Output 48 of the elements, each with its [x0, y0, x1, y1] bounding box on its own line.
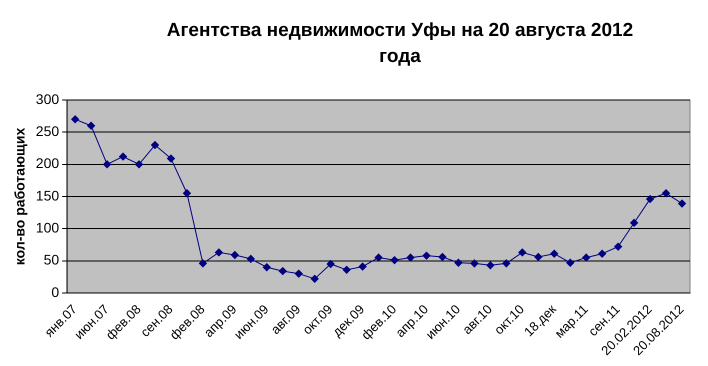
point: [310, 274, 319, 283]
point: [438, 252, 446, 261]
point: [598, 250, 606, 258]
point: [470, 259, 478, 268]
point: [534, 252, 542, 261]
y-axis-title: кол-во работающих: [11, 128, 28, 266]
point: [550, 250, 558, 258]
chart-title: Агентства недвижимости Уфы на 20 августа 2012 года: [166, 19, 634, 69]
point: [502, 259, 510, 268]
point: [262, 263, 271, 272]
point: [486, 261, 494, 270]
point: [614, 242, 622, 251]
point: [518, 248, 526, 256]
point: [390, 256, 399, 264]
point: [294, 270, 303, 278]
point: [326, 260, 335, 268]
y-tick-label: 0: [51, 284, 60, 300]
point: [230, 251, 239, 260]
point: [278, 267, 287, 276]
point: [103, 160, 112, 168]
y-tick-label: 50: [44, 252, 60, 268]
point: [150, 141, 159, 150]
y-tick-label: 250: [36, 123, 60, 140]
point: [358, 262, 367, 271]
y-tick-label: 150: [36, 187, 60, 204]
y-tick-label: 100: [36, 220, 60, 236]
point: [198, 259, 207, 268]
point: [646, 195, 654, 204]
point: [135, 160, 144, 168]
point: [214, 248, 223, 256]
point: [678, 200, 686, 208]
point: [454, 258, 462, 267]
point: [630, 218, 638, 227]
point: [182, 189, 191, 198]
point: [246, 254, 255, 263]
point: [582, 254, 590, 262]
point: [406, 254, 415, 262]
point: [119, 152, 128, 161]
point: [71, 115, 80, 124]
point: [374, 254, 383, 262]
point: [87, 122, 96, 130]
point: [342, 266, 351, 274]
point: [566, 258, 574, 267]
y-tick-label: 300: [36, 90, 60, 107]
point: [422, 252, 430, 260]
point: [166, 154, 175, 163]
y-tick-label: 200: [36, 155, 60, 172]
point: [662, 189, 670, 198]
